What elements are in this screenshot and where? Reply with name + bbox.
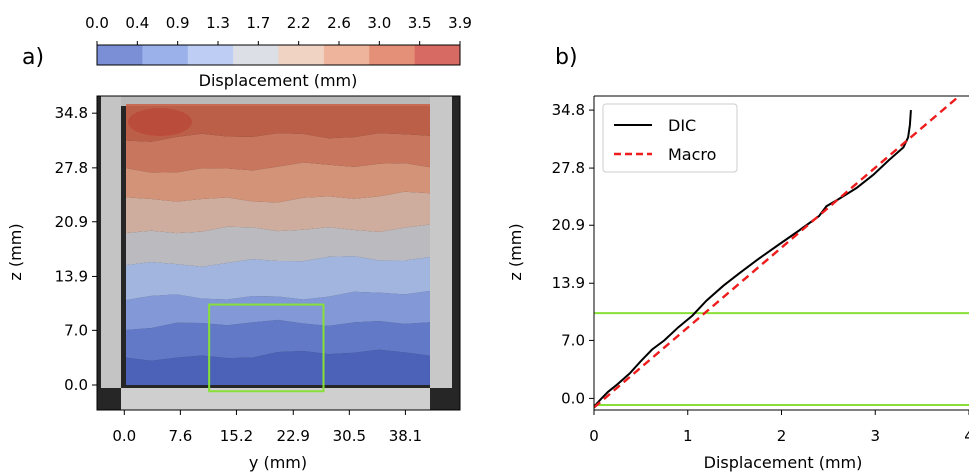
panel-b-label: b) — [555, 45, 578, 70]
x-tick-label: 2 — [777, 427, 787, 445]
displacement-band — [126, 256, 430, 301]
colorbar-tick-label: 2.2 — [287, 14, 311, 32]
x-tick-label: 38.1 — [389, 427, 422, 445]
x-tick-label: 22.9 — [277, 427, 310, 445]
high-displacement-patch — [128, 108, 192, 136]
colorbar-tick-label: 0.9 — [166, 14, 190, 32]
y-tick-label: 20.9 — [55, 213, 88, 231]
colorbar-label: Displacement (mm) — [199, 71, 358, 90]
displacement-band — [126, 191, 430, 234]
grip-right — [430, 96, 452, 388]
displacement-band — [126, 162, 430, 203]
colorbar-frame — [96, 44, 461, 66]
colorbar-segment — [233, 45, 279, 65]
colorbar-tick-label: 2.6 — [327, 14, 351, 32]
panel-a-ylabel: z (mm) — [6, 223, 25, 280]
y-tick-label: 7.0 — [64, 321, 88, 339]
colorbar-segment — [142, 45, 189, 65]
colorbar-segment — [97, 45, 143, 65]
x-tick-label: 3 — [870, 427, 880, 445]
displacement-band — [126, 224, 430, 267]
grip-left — [101, 96, 121, 388]
y-tick-label: 0.0 — [64, 376, 88, 394]
colorbar-tick-label: 3.5 — [408, 14, 432, 32]
roi-box — [208, 303, 325, 393]
colorbar-tick-label: 0.0 — [85, 14, 109, 32]
y-tick-label: 34.8 — [55, 104, 88, 122]
colorbar-tick-label: 0.4 — [125, 14, 149, 32]
panel-a-xlabel: y (mm) — [249, 453, 307, 472]
colorbar-tick-label: 3.0 — [367, 14, 391, 32]
axes-frame — [96, 95, 461, 411]
heatmap-panel: 0.0 7.6 15.2 22.9 30.5 38.1 0.0 7.0 13.9 20.9 27.8… — [55, 95, 461, 445]
displacement-band — [126, 290, 430, 331]
displacement-band — [126, 319, 430, 361]
legend-dic-label: DIC — [668, 116, 696, 135]
x-tick-label: 7.6 — [168, 427, 192, 445]
x-tick-label: 15.2 — [220, 427, 253, 445]
colorbar: 0.0 0.4 0.9 1.3 1.7 2.2 2.6 3.0 3.5 3.9 — [85, 14, 472, 66]
x-tick-label: 0 — [589, 427, 599, 445]
line-chart-panel: 0 1 2 3 4 0.0 7.0 13.9 20.9 27.8 34.8 — [552, 95, 969, 445]
y-tick-label: 27.8 — [55, 159, 88, 177]
displacement-band — [126, 133, 430, 173]
legend-macro-label: Macro — [668, 145, 716, 164]
y-tick-label: 27.8 — [552, 159, 585, 177]
displacement-band — [126, 104, 430, 142]
panel-a-label: a) — [22, 45, 44, 70]
colorbar-segment — [414, 45, 461, 65]
series-line-macro — [594, 96, 962, 409]
panel-b-ylabel: z (mm) — [506, 223, 525, 280]
top-edge — [121, 96, 430, 106]
plot-area — [594, 96, 969, 409]
x-tick-label: 4 — [964, 427, 969, 445]
colorbar-tick-label: 3.9 — [448, 14, 472, 32]
displacement-band — [126, 349, 430, 386]
y-tick-label: 0.0 — [561, 389, 585, 407]
panel-b-xlabel: Displacement (mm) — [704, 453, 863, 472]
y-tick-label: 13.9 — [55, 267, 88, 285]
colorbar-tick-label: 1.3 — [206, 14, 230, 32]
y-tick-label: 7.0 — [561, 331, 585, 349]
y-tick-label: 20.9 — [552, 216, 585, 234]
y-tick-label: 13.9 — [552, 274, 585, 292]
y-tick-label: 34.8 — [552, 101, 585, 119]
colorbar-segment — [187, 45, 234, 65]
legend: DIC Macro — [602, 103, 738, 173]
x-tick-label: 1 — [683, 427, 693, 445]
x-tick-label: 0.0 — [112, 427, 136, 445]
base-plate — [121, 388, 430, 410]
colorbar-tick-label: 1.7 — [246, 14, 270, 32]
series-line-dic — [594, 110, 912, 408]
colorbar-segment — [323, 45, 370, 65]
colorbar-segment — [369, 45, 416, 65]
colorbar-segment — [278, 45, 325, 65]
x-tick-label: 30.5 — [333, 427, 366, 445]
